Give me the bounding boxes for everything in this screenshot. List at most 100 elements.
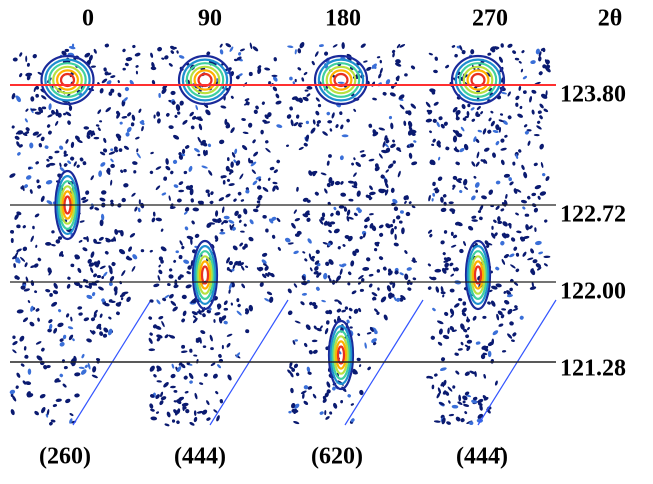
contour-dot: [346, 215, 350, 222]
contour-dot: [501, 233, 507, 239]
peak-contour: [335, 340, 347, 370]
contour-dot: [314, 260, 320, 265]
contour-dot: [504, 300, 510, 305]
contour-dot: [507, 43, 513, 48]
peak-contour: [329, 325, 353, 386]
contour-dot: [226, 267, 230, 271]
contour-dot: [19, 72, 23, 78]
contour-dot: [212, 218, 219, 223]
contour-dot: [298, 122, 303, 125]
contour-dot: [41, 95, 47, 100]
contour-dot: [445, 64, 450, 69]
contour-dot: [149, 403, 154, 409]
contour-dot: [239, 173, 244, 180]
contour-dot: [210, 347, 214, 351]
contour-dot: [45, 242, 52, 246]
contour-dot: [293, 421, 300, 425]
contour-dot: [168, 274, 174, 279]
contour-dot: [475, 111, 479, 117]
contour-dot: [9, 173, 16, 178]
contour-dot: [513, 246, 518, 251]
contour-dot: [161, 320, 165, 328]
contour-dot: [20, 256, 26, 262]
contour-dot: [304, 89, 309, 92]
contour-dot: [337, 246, 341, 250]
contour-dot: [150, 408, 155, 412]
peak-contour: [48, 62, 87, 98]
contour-dot: [486, 244, 490, 248]
contour-dot: [406, 267, 412, 271]
contour-dot: [272, 185, 276, 192]
contour-dot: [460, 341, 464, 346]
contour-dot: [335, 124, 339, 129]
contour-dot: [396, 43, 401, 49]
reflection-label: (260): [39, 444, 91, 470]
contour-dot: [455, 161, 460, 166]
contour-dot: [110, 199, 114, 203]
peak-contour: [189, 65, 221, 95]
contour-dot: [98, 170, 103, 177]
contour-dot: [16, 141, 20, 147]
contour-dot: [105, 107, 112, 113]
contour-dot: [513, 282, 519, 286]
contour-dot: [452, 175, 458, 180]
peak-contour: [336, 345, 346, 365]
contour-dot: [527, 140, 531, 146]
contour-dot: [156, 337, 161, 342]
contour-dot: [380, 296, 387, 303]
contour-dot: [241, 283, 246, 289]
contour-dot: [196, 410, 204, 414]
contour-dot: [179, 240, 183, 246]
contour-dot: [178, 154, 184, 160]
contour-dot: [471, 399, 478, 404]
contour-dot: [372, 342, 377, 346]
contour-dot: [131, 192, 136, 197]
contour-dot: [213, 409, 218, 413]
contour-dot: [160, 396, 167, 401]
contour-dot: [41, 347, 45, 352]
contour-dot: [16, 224, 21, 229]
contour-dot: [368, 273, 374, 277]
contour-dot: [320, 172, 327, 176]
contour-dot: [81, 196, 87, 201]
contour-dot: [78, 366, 85, 370]
contour-dot: [369, 185, 373, 191]
contour-dot: [206, 400, 210, 406]
contour-dot: [297, 123, 302, 128]
contour-dot: [495, 124, 500, 131]
contour-dot: [498, 56, 503, 63]
contour-dot: [46, 158, 50, 162]
reflection-label: (444̄): [456, 444, 508, 470]
contour-dot: [339, 111, 343, 115]
contour-dot: [337, 81, 345, 84]
contour-dot: [244, 243, 248, 248]
contour-dot: [301, 292, 308, 296]
contour-dot: [243, 223, 247, 227]
level-lines: [10, 84, 556, 363]
contour-dot: [477, 398, 484, 404]
contour-dot: [487, 129, 492, 134]
contour-dot: [477, 414, 482, 420]
contour-dot: [164, 334, 169, 339]
contour-dot: [328, 259, 334, 265]
contour-dot: [460, 323, 465, 330]
contour-dot: [441, 267, 447, 274]
contour-dot: [252, 46, 259, 52]
contour-dot: [297, 48, 302, 54]
contour-dot: [350, 418, 355, 423]
contour-dot: [507, 115, 512, 120]
contour-dot: [138, 108, 142, 114]
contour-dot: [433, 187, 438, 191]
contour-dot: [11, 395, 17, 402]
contour-dot: [77, 267, 82, 273]
contour-dot: [305, 120, 310, 125]
contour-dot: [522, 206, 526, 210]
contour-dot: [466, 339, 473, 344]
contour-dot: [122, 67, 126, 71]
contour-dot: [371, 63, 377, 69]
contour-dot: [377, 287, 380, 291]
contour-dot: [192, 116, 197, 120]
contour-dot: [232, 264, 236, 269]
contour-dot: [37, 185, 42, 189]
contour-dot: [47, 114, 53, 118]
